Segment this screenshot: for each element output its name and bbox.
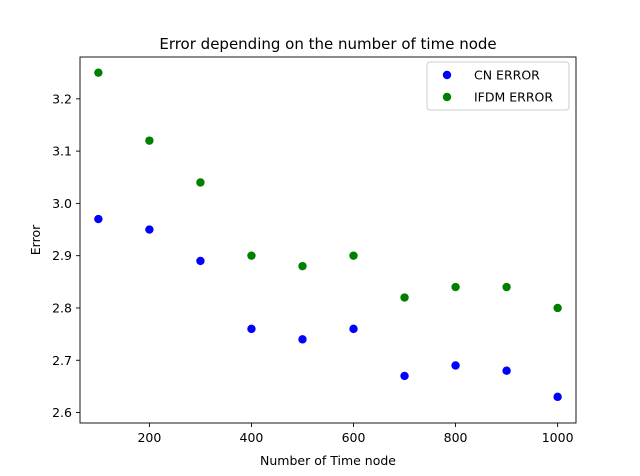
ifdm-error-point — [298, 261, 307, 271]
y-axis-ticks: 2.6 2.7 2.8 2.9 3.0 3.1 3.2 — [52, 91, 80, 420]
cn-error-point — [196, 256, 205, 266]
y-tick-label: 2.7 — [52, 353, 72, 368]
legend-marker-ifdm-error — [442, 92, 452, 102]
ifdm-error-point — [145, 136, 154, 145]
cn-error-point — [247, 324, 256, 334]
x-tick-label: 800 — [444, 430, 468, 445]
ifdm-error-point — [502, 282, 511, 292]
chart-title: Error depending on the number of time no… — [159, 35, 496, 53]
legend-label-cn-error: CN ERROR — [474, 68, 540, 83]
y-tick-label: 3.2 — [52, 91, 72, 106]
x-tick-label: 1000 — [542, 430, 574, 445]
x-tick-label: 400 — [240, 430, 264, 445]
x-tick-label: 600 — [342, 430, 366, 445]
y-tick-label: 2.8 — [52, 300, 72, 315]
legend: CN ERROR IFDM ERROR — [426, 61, 570, 111]
x-axis-ticks: 200 400 600 800 1000 — [137, 423, 574, 445]
ifdm-error-point — [247, 251, 256, 260]
ifdm-error-point — [553, 303, 562, 313]
y-tick-label: 3.1 — [52, 144, 72, 159]
cn-error-point — [451, 361, 460, 370]
ifdm-error-point — [94, 68, 103, 77]
plot-frame — [79, 56, 577, 424]
legend-label-ifdm-error: IFDM ERROR — [474, 90, 553, 105]
cn-error-point — [145, 225, 154, 234]
y-tick-label: 3.0 — [52, 196, 72, 211]
cn-error-point — [502, 366, 511, 375]
ifdm-error-point — [349, 251, 358, 260]
x-tick-label: 200 — [137, 430, 161, 445]
cn-error-point — [298, 335, 307, 344]
ifdm-error-point — [400, 293, 409, 302]
cn-error-point — [94, 214, 103, 224]
plot-axes — [79, 56, 577, 424]
cn-error-point — [400, 371, 409, 381]
ifdm-error-point — [451, 282, 460, 292]
y-tick-label: 2.9 — [52, 248, 72, 263]
legend-box — [426, 61, 570, 111]
data-points — [94, 68, 562, 402]
legend-marker-cn-error — [442, 70, 452, 80]
x-axis-label: Number of Time node — [260, 453, 396, 468]
ifdm-error-point — [196, 178, 205, 187]
cn-error-point — [349, 324, 358, 334]
y-tick-label: 2.6 — [52, 405, 72, 420]
cn-error-point — [553, 392, 562, 402]
y-axis-label: Error — [28, 224, 43, 255]
